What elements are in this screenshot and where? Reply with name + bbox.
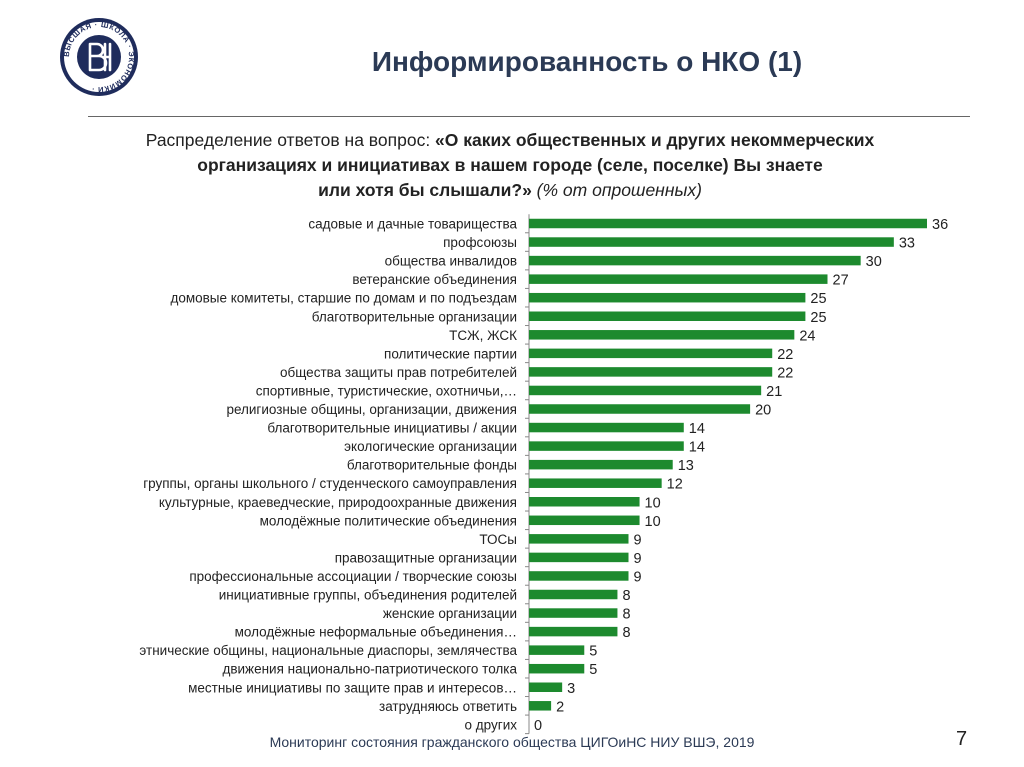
bar (529, 608, 618, 618)
category-label: культурные, краеведческие, природоохранн… (159, 495, 517, 510)
category-label: спортивные, туристические, охотничьи,… (256, 383, 517, 398)
value-label: 9 (634, 569, 642, 585)
value-label: 10 (645, 514, 661, 530)
category-label: благотворительные организации (312, 309, 517, 324)
category-label: местные инициативы по защите прав и инте… (188, 680, 517, 695)
question-unit: (% от опрошенных) (531, 180, 702, 200)
bar (529, 367, 773, 377)
bar (529, 348, 773, 359)
bar (529, 422, 684, 433)
value-label: 9 (634, 532, 642, 548)
category-label: профсоюзы (443, 235, 517, 250)
value-label: 8 (622, 625, 630, 641)
value-label: 14 (689, 440, 705, 456)
bar (529, 274, 828, 284)
category-label: этнические общины, национальные диаспоры… (139, 643, 517, 658)
value-label: 25 (810, 310, 826, 326)
value-label: 5 (589, 662, 597, 678)
category-label: группы, органы школьного / студенческого… (143, 476, 517, 491)
bar (529, 645, 585, 655)
bar (529, 237, 894, 247)
category-label: ТСЖ, ЖСК (449, 328, 517, 343)
category-label: инициативные группы, объединения родител… (219, 588, 517, 603)
value-label: 3 (567, 681, 575, 697)
category-label: религиозные общины, организации, движени… (226, 402, 517, 417)
category-label: правозащитные организации (335, 550, 517, 565)
category-label: молодёжные политические объединения (260, 513, 517, 528)
category-label: ТОСы (479, 532, 517, 547)
question-text-line2: организациях и инициативах в нашем город… (197, 155, 823, 175)
bar (529, 385, 762, 396)
value-label: 30 (866, 254, 882, 270)
value-label: 36 (932, 217, 948, 233)
value-label: 13 (678, 458, 694, 474)
value-label: 9 (634, 551, 642, 567)
value-label: 20 (755, 403, 771, 419)
value-label: 5 (589, 644, 597, 660)
value-label: 8 (622, 607, 630, 623)
value-label: 22 (777, 347, 793, 363)
bar (529, 292, 806, 303)
bar (529, 663, 585, 674)
category-label: затрудняюсь ответить (379, 699, 517, 714)
category-label: благотворительные фонды (347, 458, 517, 473)
category-label: благотворительные инициативы / акции (267, 421, 517, 436)
value-label: 12 (667, 477, 683, 493)
source-footer: Мониторинг состояния гражданского общест… (269, 734, 755, 750)
value-label: 24 (799, 328, 815, 344)
value-label: 0 (534, 718, 542, 734)
value-label: 10 (645, 495, 661, 511)
hse-logo: ВЫСШАЯ · ШКОЛА · ЭКОНОМИКИ · (60, 18, 138, 96)
page-title: Информированность о НКО (1) (371, 46, 803, 77)
category-label: женские организации (383, 606, 517, 621)
value-label: 14 (689, 421, 705, 437)
bar (529, 330, 795, 340)
value-label: 22 (777, 365, 793, 381)
category-label: движения национально-патриотического тол… (222, 662, 517, 677)
category-label: общества защиты прав потребителей (280, 365, 517, 380)
bar (529, 255, 861, 266)
bar (529, 534, 629, 544)
question-text-line3: или хотя бы слышали?» (318, 180, 532, 200)
category-label: политические партии (384, 346, 517, 361)
value-label: 25 (810, 291, 826, 307)
bar (529, 478, 662, 488)
bar (529, 218, 927, 229)
category-label: молодёжные неформальные объединения… (235, 625, 517, 640)
page-number: 7 (956, 728, 968, 750)
value-label: 2 (556, 699, 564, 715)
bar (529, 552, 629, 563)
category-label: экологические организации (344, 439, 517, 454)
bar (529, 682, 563, 692)
title-divider (88, 116, 970, 117)
question-text-line1: «О каких общественных и других некоммерч… (435, 130, 875, 150)
value-label: 33 (899, 236, 915, 252)
bar (529, 441, 684, 451)
chart-question: Распределение ответов на вопрос: «О каки… (80, 128, 940, 203)
bar (529, 571, 629, 581)
category-label: домовые комитеты, старшие по домам и по … (170, 291, 517, 306)
value-label: 27 (833, 273, 849, 289)
bar (529, 515, 640, 526)
bar (529, 701, 552, 711)
value-label: 8 (622, 588, 630, 604)
bar (529, 589, 618, 600)
bar (529, 311, 806, 321)
bar (529, 497, 640, 507)
category-label: профессиональные ассоциации / творческие… (189, 569, 517, 584)
category-label: ветеранские объединения (352, 272, 517, 287)
bar (529, 459, 673, 470)
bar (529, 626, 618, 637)
value-label: 21 (766, 384, 782, 400)
category-label: о других (465, 717, 518, 732)
category-label: общества инвалидов (385, 254, 517, 269)
category-label: садовые и дачные товарищества (308, 217, 517, 232)
bar (529, 404, 751, 414)
question-prefix: Распределение ответов на вопрос: (145, 130, 436, 150)
